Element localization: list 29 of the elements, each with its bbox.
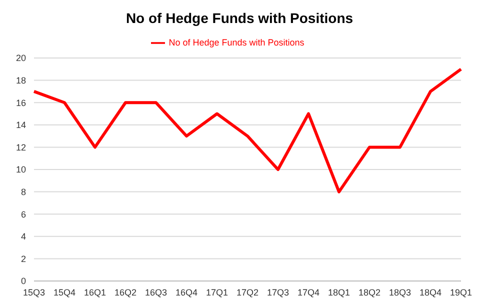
line-series bbox=[32, 68, 462, 194]
y-tick-label: 18 bbox=[16, 75, 26, 86]
x-tick-label: 16Q2 bbox=[114, 287, 137, 298]
y-tick-label: 8 bbox=[20, 186, 26, 197]
y-tick-label: 6 bbox=[20, 209, 26, 220]
x-tick-label: 18Q2 bbox=[358, 287, 381, 298]
x-tick-label: 18Q1 bbox=[328, 287, 350, 298]
x-tick-label: 15Q3 bbox=[22, 287, 46, 298]
x-tick-label: 16Q3 bbox=[144, 287, 168, 298]
legend-label: No of Hedge Funds with Positions bbox=[168, 37, 304, 48]
x-tick-label: 17Q1 bbox=[206, 287, 228, 298]
y-tick-label: 12 bbox=[16, 142, 26, 152]
x-tick-label: 19Q1 bbox=[450, 287, 472, 298]
x-tick-label: 17Q4 bbox=[297, 287, 320, 298]
y-tick-label: 10 bbox=[16, 164, 26, 175]
y-tick-label: 2 bbox=[20, 254, 26, 264]
y-tick-label: 4 bbox=[20, 232, 26, 242]
x-tick-label: 16Q1 bbox=[84, 287, 106, 298]
chart-title: No of Hedge Funds with Positions bbox=[124, 9, 354, 28]
y-tick-label: 20 bbox=[16, 53, 26, 64]
y-tick-label: 16 bbox=[16, 98, 26, 108]
x-tick-label: 17Q2 bbox=[236, 287, 259, 298]
x-tick-label: 18Q3 bbox=[388, 287, 412, 298]
y-tick-label: 0 bbox=[20, 276, 26, 286]
x-tick-label: 18Q4 bbox=[419, 287, 442, 298]
x-tick-label: 16Q4 bbox=[175, 287, 198, 298]
x-tick-label: 15Q4 bbox=[53, 287, 76, 298]
y-tick-label: 14 bbox=[16, 120, 26, 130]
x-tick-label: 17Q3 bbox=[266, 287, 290, 298]
